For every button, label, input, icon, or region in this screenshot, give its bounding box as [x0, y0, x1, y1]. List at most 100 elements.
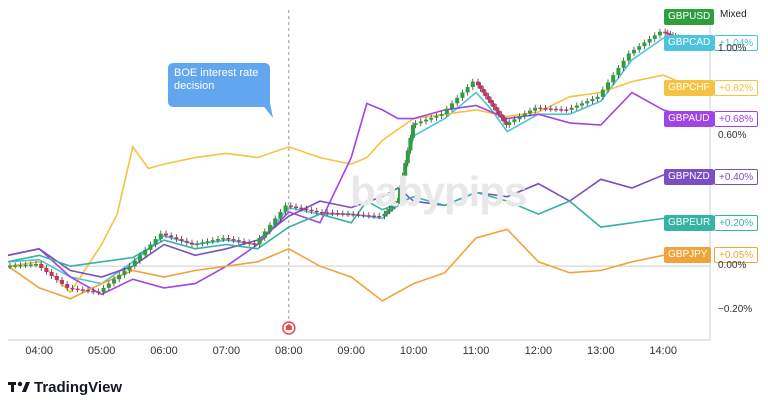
x-tick-label: 06:00	[150, 345, 178, 357]
candle-gbpusd	[600, 86, 605, 100]
line-gbpchf	[7, 74, 695, 294]
candle-gbpusd	[18, 262, 23, 269]
candle-gbpusd	[398, 185, 402, 205]
candle-gbpusd	[439, 111, 444, 120]
tag-gbpaud: GBPAUD	[664, 110, 714, 127]
candle-gbpusd	[28, 261, 33, 268]
candle-gbpusd	[80, 286, 85, 294]
candle-gbpusd	[195, 240, 200, 248]
candle-gbpusd	[346, 210, 350, 218]
candle-gbpusd	[262, 228, 267, 241]
candle-gbpusd	[75, 285, 80, 293]
tag-gbpnzd: GBPNZD	[664, 169, 714, 186]
candle-gbpusd	[304, 205, 309, 213]
candle-gbpusd	[236, 237, 241, 245]
candle-gbpusd	[70, 284, 75, 292]
tradingview-footer: TradingView	[8, 377, 122, 397]
candle-gbpusd	[231, 236, 236, 244]
candle-gbpusd	[569, 104, 574, 113]
tag-gbpcad: GBPCAD	[664, 34, 715, 51]
candle-gbpusd	[60, 276, 64, 287]
tag-gbpusd: GBPUSD	[664, 9, 715, 25]
candle-gbpusd	[184, 237, 189, 246]
candle-gbpusd	[335, 209, 340, 217]
candle-gbpusd	[382, 210, 387, 220]
candle-gbpusd	[486, 93, 491, 103]
line-gbpeur	[7, 191, 695, 268]
candle-gbpusd	[127, 263, 132, 274]
candle-gbpusd	[377, 212, 382, 220]
candle-gbpusd	[65, 280, 70, 291]
candle-gbpusd	[434, 113, 439, 121]
candle-gbpusd	[13, 262, 18, 269]
candle-gbpusd	[512, 116, 517, 126]
candle-gbpusd	[252, 240, 257, 248]
candle-gbpusd	[164, 230, 168, 239]
candle-gbpusd	[314, 207, 319, 215]
candle-gbpusd	[392, 200, 397, 210]
candle-gbpusd	[169, 232, 174, 241]
candle-gbpusd	[590, 96, 595, 105]
candle-gbpusd	[408, 134, 413, 154]
x-tick-label: 09:00	[337, 345, 365, 357]
y-tick-label: −0.20%	[718, 303, 753, 315]
candle-gbpusd	[351, 211, 356, 218]
candle-gbpusd	[54, 272, 59, 283]
y-tick-label: 0.00%	[718, 260, 747, 272]
candle-gbpusd	[49, 268, 54, 279]
candle-gbpusd	[621, 57, 626, 71]
babypips-watermark: babypips	[350, 168, 527, 215]
candle-gbpusd	[257, 234, 262, 248]
candle-gbpusd	[283, 202, 288, 215]
candle-gbpusd	[405, 147, 410, 167]
candle-gbpusd	[205, 238, 210, 246]
candle-gbpusd	[158, 230, 163, 243]
line-gbpcad	[7, 37, 695, 285]
candle-gbpusd	[400, 172, 405, 192]
candle-gbpusd	[294, 203, 298, 211]
candle-gbpusd	[554, 105, 558, 113]
candle-gbpusd	[366, 212, 371, 219]
tag-value-gbpchf: +0.82%	[714, 80, 759, 97]
candle-gbpusd	[340, 210, 345, 217]
tag-gbpjpy: GBPJPY	[664, 247, 712, 264]
candle-gbpusd	[132, 257, 137, 270]
x-tick-label: 11:00	[462, 345, 490, 357]
candle-gbpusd	[522, 110, 527, 120]
candle-gbpusd	[574, 102, 579, 111]
candle-gbpusd	[174, 234, 179, 243]
candle-gbpusd	[44, 264, 49, 275]
candles-layer	[8, 28, 701, 296]
candle-gbpusd	[548, 105, 553, 112]
candle-gbpusd	[411, 122, 415, 141]
candle-gbpusd	[450, 100, 454, 112]
candle-gbpusd	[504, 118, 509, 129]
candle-gbpusd	[106, 280, 111, 291]
candle-gbpusd	[616, 64, 621, 79]
tag-gbpeur: GBPEUR	[664, 214, 715, 231]
candle-gbpusd	[268, 221, 272, 235]
candle-gbpusd	[494, 103, 499, 114]
candle-gbpusd	[481, 85, 486, 96]
candle-gbpusd	[424, 116, 428, 125]
candle-gbpusd	[470, 78, 475, 91]
tradingview-logo-icon	[8, 381, 30, 392]
x-tick-label: 13:00	[587, 345, 615, 357]
candle-gbpusd	[418, 118, 423, 127]
candle-gbpusd	[496, 107, 501, 118]
candle-gbpusd	[385, 208, 389, 217]
tag-gbpchf: GBPCHF	[664, 80, 714, 97]
candle-gbpusd	[465, 84, 470, 96]
candle-gbpusd	[507, 119, 512, 129]
candle-gbpusd	[483, 89, 488, 100]
candle-gbpusd	[478, 82, 483, 92]
candle-gbpusd	[216, 236, 220, 244]
candle-gbpusd	[564, 106, 569, 113]
candle-gbpusd	[190, 239, 194, 248]
x-tick-label: 08:00	[275, 345, 303, 357]
candle-gbpusd	[330, 209, 335, 216]
candle-gbpusd	[476, 78, 480, 89]
central-bank-icon[interactable]	[282, 321, 296, 335]
candle-gbpusd	[611, 72, 616, 86]
